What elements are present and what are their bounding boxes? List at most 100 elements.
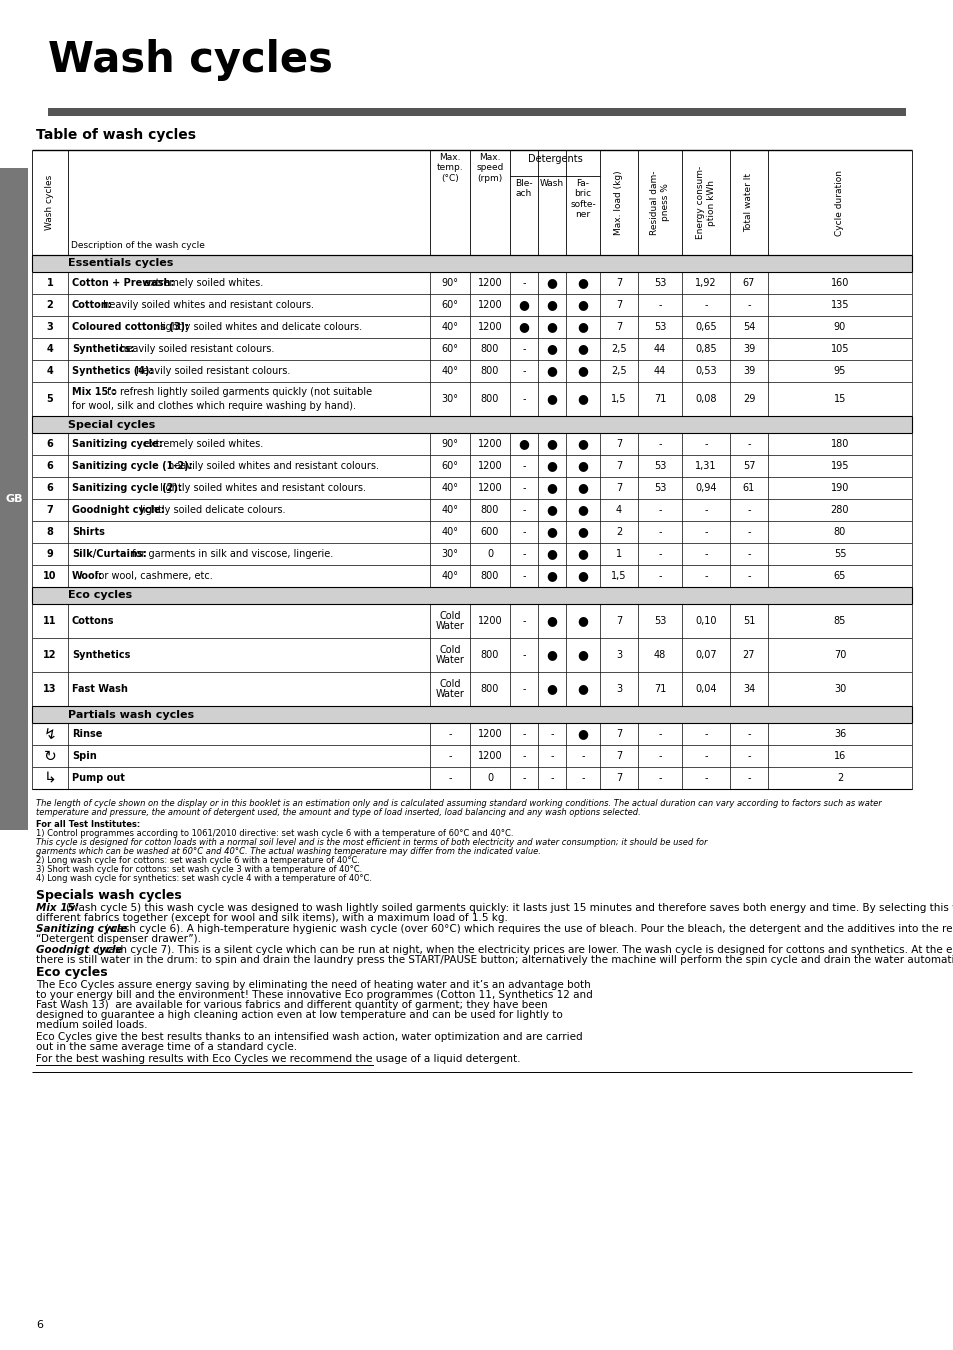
Text: Synthetics:: Synthetics: (71, 344, 134, 354)
Text: Cotton + Prewash:: Cotton + Prewash: (71, 278, 174, 288)
Text: 39: 39 (742, 366, 755, 377)
Text: ●: ● (546, 459, 557, 472)
Text: 40°: 40° (441, 571, 458, 580)
Text: -: - (658, 774, 661, 783)
Text: 800: 800 (480, 649, 498, 660)
Text: GB: GB (6, 494, 23, 504)
Bar (32, 500, 911, 521)
Text: Max. load (kg): Max. load (kg) (614, 170, 623, 235)
Text: 57: 57 (742, 460, 755, 471)
Text: 1200: 1200 (477, 616, 502, 626)
Text: 7: 7 (616, 483, 621, 493)
Text: 2: 2 (47, 300, 53, 310)
Text: ●: ● (577, 683, 588, 695)
Text: -: - (448, 751, 452, 761)
Text: -: - (658, 505, 661, 514)
Text: “Detergent dispenser drawer”).: “Detergent dispenser drawer”). (36, 934, 201, 944)
Text: ●: ● (577, 504, 588, 517)
Text: Description of the wash cycle: Description of the wash cycle (71, 242, 205, 250)
Text: 71: 71 (653, 684, 665, 694)
Text: ●: ● (546, 683, 557, 695)
Text: 600: 600 (480, 526, 498, 537)
Text: 95: 95 (833, 366, 845, 377)
Text: -: - (521, 649, 525, 660)
Text: ●: ● (577, 525, 588, 539)
Text: heavily soiled resistant colours.: heavily soiled resistant colours. (132, 366, 290, 377)
Text: For the best washing results with Eco Cycles we recommend the usage of a liquid : For the best washing results with Eco Cy… (36, 1054, 520, 1064)
Bar (32, 382, 911, 416)
Text: ●: ● (546, 504, 557, 517)
Text: Silk/Curtains:: Silk/Curtains: (71, 549, 147, 559)
Text: Max.
speed
(rpm): Max. speed (rpm) (476, 153, 503, 182)
Text: -: - (746, 300, 750, 310)
Text: Rinse: Rinse (71, 729, 102, 738)
Text: ●: ● (546, 343, 557, 355)
Text: Table of wash cycles: Table of wash cycles (36, 128, 195, 142)
Text: 4: 4 (616, 505, 621, 514)
Text: 51: 51 (742, 616, 755, 626)
Bar (32, 150, 911, 255)
Text: Special cycles: Special cycles (68, 420, 155, 429)
Text: Cold: Cold (438, 645, 460, 655)
Text: 60°: 60° (441, 300, 458, 310)
Text: Detergents: Detergents (527, 154, 581, 163)
Text: -: - (521, 505, 525, 514)
Text: -: - (521, 344, 525, 354)
Text: 30: 30 (833, 684, 845, 694)
Text: ↻: ↻ (44, 748, 56, 764)
Text: there is still water in the drum: to spin and drain the laundry press the START/: there is still water in the drum: to spi… (36, 954, 953, 965)
Text: Wool:: Wool: (71, 571, 103, 580)
Text: 67: 67 (742, 278, 755, 288)
Text: 53: 53 (653, 323, 665, 332)
Text: 53: 53 (653, 460, 665, 471)
Text: -: - (521, 616, 525, 626)
Text: 61: 61 (742, 483, 755, 493)
Text: ●: ● (518, 320, 529, 333)
Bar (32, 255, 911, 271)
Text: Fast Wash: Fast Wash (71, 684, 128, 694)
Text: -: - (658, 526, 661, 537)
Text: -: - (746, 729, 750, 738)
Text: 1200: 1200 (477, 278, 502, 288)
Text: -: - (448, 774, 452, 783)
Text: -: - (746, 549, 750, 559)
Text: ●: ● (546, 648, 557, 662)
Text: 7: 7 (616, 439, 621, 450)
Text: 40°: 40° (441, 323, 458, 332)
Text: lightly soiled whites and delicate colours.: lightly soiled whites and delicate colou… (157, 323, 362, 332)
Text: 0,94: 0,94 (695, 483, 716, 493)
Text: 2,5: 2,5 (611, 344, 626, 354)
Bar (0, 167, 28, 830)
Text: 6: 6 (36, 1320, 43, 1330)
Text: 3: 3 (47, 323, 53, 332)
Text: Eco cycles: Eco cycles (68, 590, 132, 601)
Text: 27: 27 (742, 649, 755, 660)
Text: to refresh lightly soiled garments quickly (not suitable: to refresh lightly soiled garments quick… (104, 387, 372, 397)
Text: extremely soiled whites.: extremely soiled whites. (141, 278, 263, 288)
Text: -: - (521, 526, 525, 537)
Text: -: - (703, 549, 707, 559)
Text: Essentials cycles: Essentials cycles (68, 258, 173, 269)
Text: 85: 85 (833, 616, 845, 626)
Text: -: - (703, 774, 707, 783)
Text: -: - (521, 751, 525, 761)
Text: 1,92: 1,92 (695, 278, 716, 288)
Text: 800: 800 (480, 366, 498, 377)
Text: Sanitizing cycle (1-2):: Sanitizing cycle (1-2): (71, 460, 193, 471)
Text: 48: 48 (653, 649, 665, 660)
Text: Goodnight cycle:: Goodnight cycle: (71, 505, 165, 514)
Text: 0: 0 (486, 774, 493, 783)
Text: 80: 80 (833, 526, 845, 537)
Text: Goodnigt cycle: Goodnigt cycle (36, 945, 122, 954)
Text: Mix 15’: Mix 15’ (36, 903, 79, 913)
Text: 3) Short wash cycle for cottons: set wash cycle 3 with a temperature of 40°C.: 3) Short wash cycle for cottons: set was… (36, 865, 362, 873)
Text: Cycle duration: Cycle duration (835, 170, 843, 235)
Text: ●: ● (577, 648, 588, 662)
Text: 7: 7 (616, 300, 621, 310)
Bar (32, 745, 911, 767)
Text: Sanitizing cycle (2):: Sanitizing cycle (2): (71, 483, 182, 493)
Text: Fast Wash 13)  are available for various fabrics and different quantity of garme: Fast Wash 13) are available for various … (36, 1000, 547, 1010)
Text: 0,08: 0,08 (695, 394, 716, 404)
Text: -: - (703, 505, 707, 514)
Text: 13: 13 (43, 684, 56, 694)
